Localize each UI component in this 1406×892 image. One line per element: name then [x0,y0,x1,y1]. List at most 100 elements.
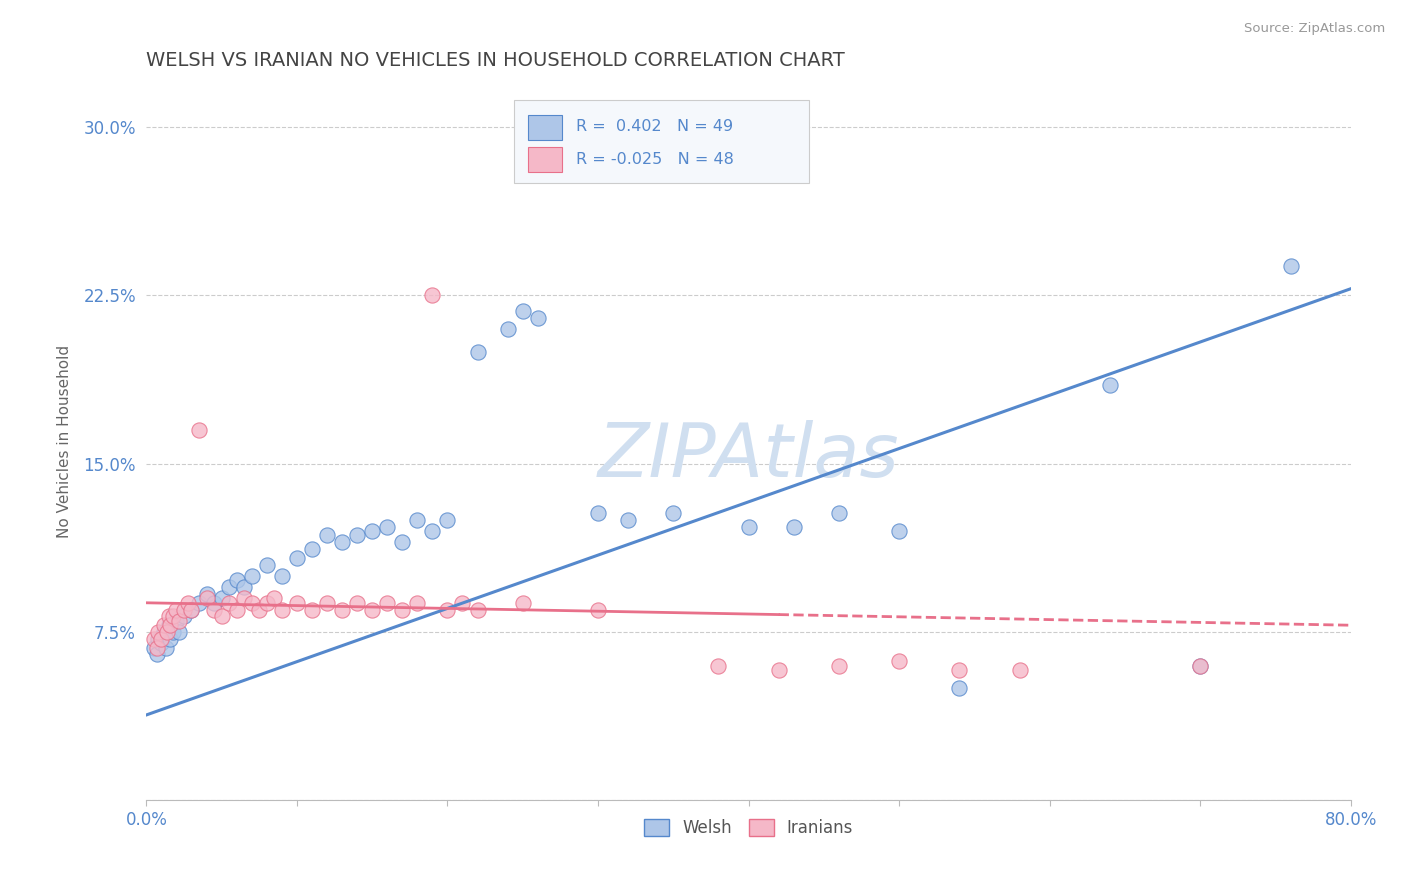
Point [406,513,429,527]
Point [233,591,256,606]
Point [146,640,169,655]
Point [218,580,240,594]
Point [707,658,730,673]
Point [948,663,970,677]
Point [526,310,548,325]
Point [240,596,263,610]
Point [159,632,181,646]
Point [346,596,368,610]
Point [162,624,184,639]
Point [375,596,398,610]
Point [225,602,247,616]
Point [1189,658,1212,673]
Point [195,591,218,606]
Point [617,513,640,527]
Point [157,609,180,624]
Point [270,602,292,616]
Point [422,288,444,302]
Point [157,618,180,632]
Point [148,632,170,646]
Point [1189,658,1212,673]
Point [218,596,240,610]
Point [162,609,184,624]
Point [301,541,323,556]
Point [887,524,910,538]
Point [662,506,685,520]
Point [165,602,187,616]
Point [148,624,170,639]
Point [301,602,323,616]
Point [256,558,278,572]
Point [180,602,202,616]
Point [247,602,270,616]
Point [225,574,247,588]
FancyBboxPatch shape [529,115,562,140]
Point [346,528,368,542]
Point [586,602,609,616]
Point [375,519,398,533]
Point [195,587,218,601]
Legend: Welsh, Iranians: Welsh, Iranians [637,812,860,844]
Point [188,423,211,437]
FancyBboxPatch shape [513,100,808,183]
Text: ZIPAtlas: ZIPAtlas [598,419,900,491]
Text: R =  0.402   N = 49: R = 0.402 N = 49 [576,120,734,135]
Point [467,602,489,616]
Point [361,524,384,538]
Point [330,602,353,616]
Point [783,519,806,533]
Point [828,658,851,673]
Point [173,602,195,616]
Text: Source: ZipAtlas.com: Source: ZipAtlas.com [1244,22,1385,36]
Point [737,519,759,533]
Point [173,609,195,624]
Point [256,596,278,610]
Point [146,648,169,662]
Text: WELSH VS IRANIAN NO VEHICLES IN HOUSEHOLD CORRELATION CHART: WELSH VS IRANIAN NO VEHICLES IN HOUSEHOL… [146,51,845,70]
Point [156,624,179,639]
Point [828,506,851,520]
Point [270,569,292,583]
Point [887,654,910,668]
Point [586,506,609,520]
Point [436,602,458,616]
Point [436,513,458,527]
Point [142,640,165,655]
Point [159,618,181,632]
Point [202,602,225,616]
Point [406,596,429,610]
Y-axis label: No Vehicles in Household: No Vehicles in Household [58,344,72,538]
Point [169,614,191,628]
Point [153,618,176,632]
Point [316,528,339,542]
Point [177,596,200,610]
Point [768,663,790,677]
FancyBboxPatch shape [529,147,562,172]
Point [451,596,474,610]
Point [285,550,308,565]
Point [512,596,534,610]
Point [233,580,256,594]
Point [165,614,187,628]
Point [1279,260,1302,274]
Point [155,640,177,655]
Point [512,304,534,318]
Point [391,535,413,549]
Point [211,591,233,606]
Point [180,602,202,616]
Point [202,596,225,610]
Point [496,322,519,336]
Point [422,524,444,538]
Point [211,609,233,624]
Point [391,602,413,616]
Point [142,632,165,646]
Point [169,624,191,639]
Point [240,569,263,583]
Point [263,591,285,606]
Point [361,602,384,616]
Point [150,636,173,650]
Point [1098,378,1121,392]
Point [188,596,211,610]
Point [1008,663,1031,677]
Point [150,632,173,646]
